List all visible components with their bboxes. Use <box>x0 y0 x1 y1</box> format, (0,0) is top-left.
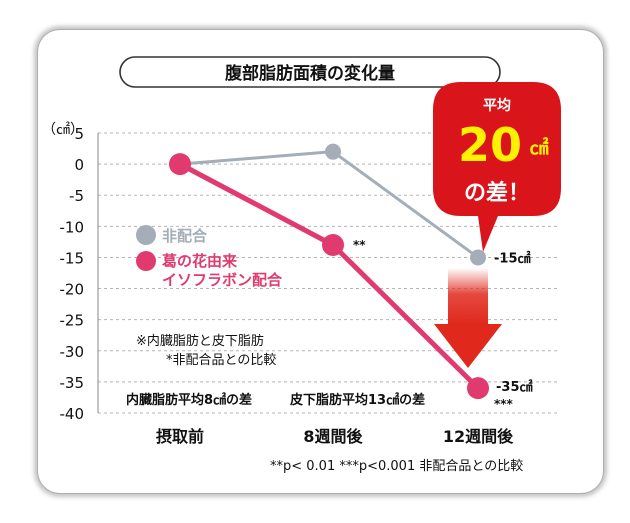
legend-marker-non-formulated <box>136 225 156 245</box>
legend-label-isoflavone-line1: 葛の花由来 <box>161 252 238 270</box>
data-point <box>322 234 344 256</box>
visceral-fat-note: 内臓脂肪平均8㎠の差 <box>126 392 252 408</box>
y-tick-label: -40 <box>60 405 85 423</box>
note-fat-types: ※内臓脂肪と皮下脂肪 <box>136 333 264 349</box>
footnote: **p< 0.01 ***p<0.001 非配合品との比較 <box>270 459 523 474</box>
badge-value: 20 <box>458 118 522 172</box>
y-tick-label: -35 <box>60 374 85 392</box>
data-point <box>169 153 191 176</box>
chart-card: 腹部脂肪面積の変化量 （㎠） 5 0 -5 -10 -15 -20 -25 -30 -35 -40… <box>38 30 603 493</box>
significance-12w: *** <box>494 397 514 411</box>
badge-bubble <box>433 82 561 252</box>
y-tick-label: -10 <box>60 218 85 236</box>
difference-arrow <box>434 268 502 368</box>
grid-lines <box>97 132 558 414</box>
x-tick-label: 摂取前 <box>156 427 204 446</box>
y-tick-labels: 5 0 -5 -10 -15 -20 -25 -30 -35 -40 <box>60 125 85 423</box>
badge-bottom-text: の差！ <box>464 180 530 206</box>
legend: 非配合 葛の花由来 イソフラボン配合 <box>136 225 283 289</box>
y-tick-label: -15 <box>60 249 85 267</box>
data-point <box>470 249 486 266</box>
x-tick-labels: 摂取前 8週間後 12週間後 <box>156 427 514 446</box>
badge-top-text: 平均 <box>483 97 511 114</box>
y-tick-label: 5 <box>74 125 84 143</box>
significance-8w: ** <box>353 238 366 252</box>
x-tick-label: 12週間後 <box>443 427 514 446</box>
y-axis-unit: （㎠） <box>42 122 84 138</box>
y-tick-label: -20 <box>60 281 85 299</box>
chart-title: 腹部脂肪面積の変化量 <box>225 63 395 84</box>
x-tick-label: 8週間後 <box>303 427 363 446</box>
legend-label-non-formulated: 非配合 <box>162 227 208 245</box>
legend-label-isoflavone-line2: イソフラボン配合 <box>162 271 283 289</box>
note-comparison: *非配合品との比較 <box>166 353 276 368</box>
pink-end-value: -35㎠ <box>496 379 533 395</box>
gray-end-value: -15㎠ <box>494 250 531 266</box>
fat-area-change-chart: 腹部脂肪面積の変化量 （㎠） 5 0 -5 -10 -15 -20 -25 -30 -35 -40… <box>42 56 561 474</box>
data-series <box>169 143 489 400</box>
series-isoflavone <box>169 153 489 400</box>
y-tick-label: -30 <box>60 343 85 361</box>
average-difference-badge: 平均 20 ㎠ の差！ <box>433 82 561 252</box>
subcutaneous-fat-note: 皮下脂肪平均13㎠の差 <box>289 392 425 408</box>
legend-marker-isoflavone <box>136 251 156 271</box>
badge-unit: ㎠ <box>529 136 548 159</box>
y-tick-label: -25 <box>60 312 85 330</box>
title-frame <box>119 56 501 88</box>
data-point <box>467 377 489 400</box>
y-tick-label: 0 <box>74 156 84 174</box>
data-point <box>325 143 341 160</box>
y-tick-label: -5 <box>69 187 84 205</box>
